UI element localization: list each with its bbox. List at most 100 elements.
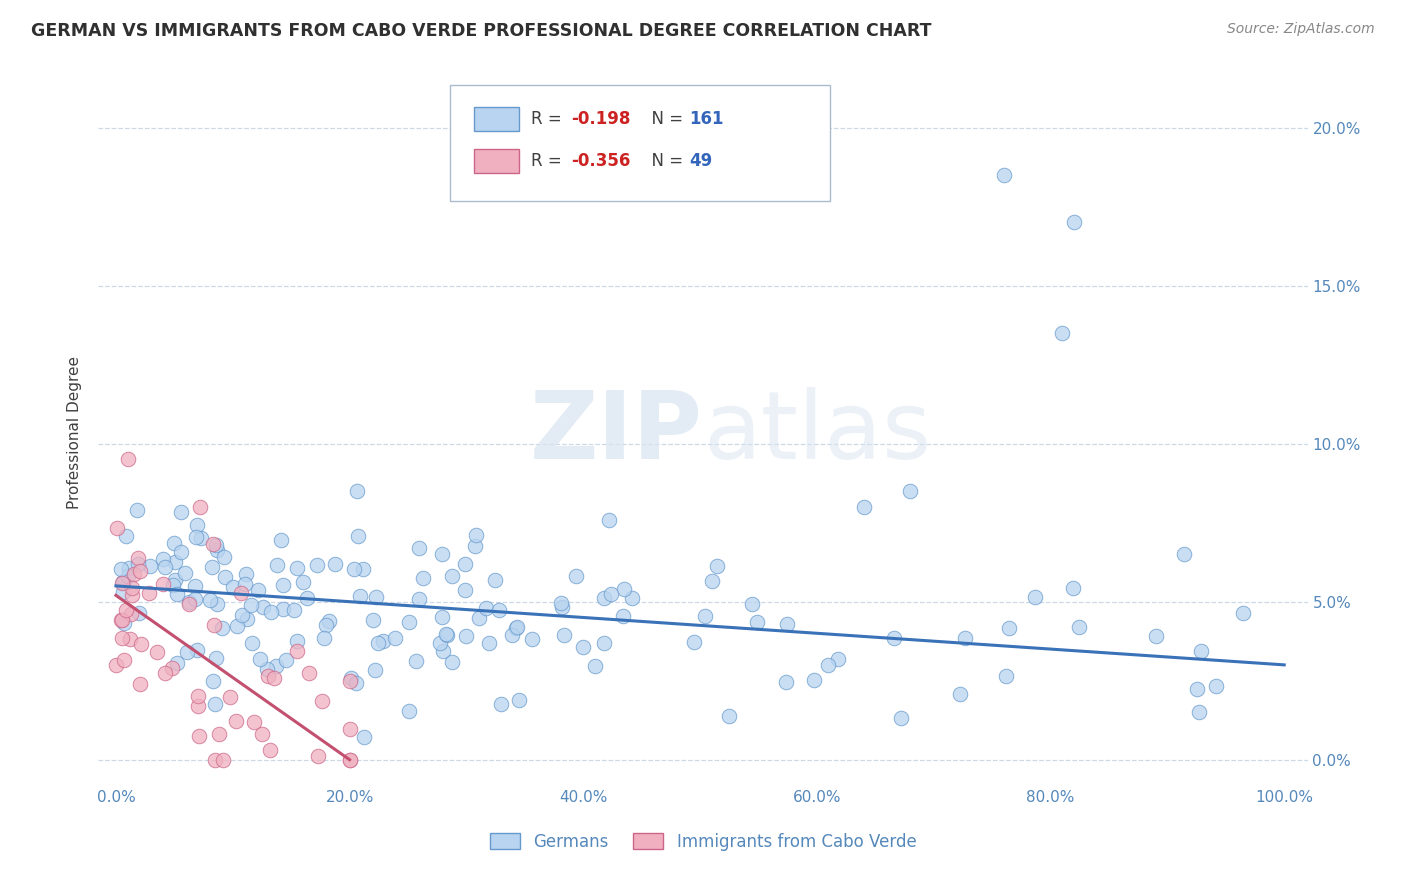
Point xyxy=(898,484,921,499)
Point xyxy=(231,586,253,600)
Point xyxy=(339,673,361,688)
Point xyxy=(187,690,209,704)
Point xyxy=(551,600,574,615)
Point xyxy=(553,628,575,642)
Point xyxy=(717,709,740,723)
Point xyxy=(283,602,305,616)
Text: 49: 49 xyxy=(689,152,713,169)
Point xyxy=(225,714,247,729)
Point xyxy=(187,698,209,713)
Point xyxy=(173,566,195,580)
Point xyxy=(188,729,211,743)
Point xyxy=(186,517,208,532)
Point xyxy=(339,753,361,767)
Point xyxy=(323,558,346,572)
Point xyxy=(1189,643,1212,657)
Point xyxy=(177,597,200,611)
Point xyxy=(235,566,257,581)
Point xyxy=(214,569,236,583)
Point xyxy=(176,645,198,659)
Point xyxy=(505,620,527,634)
Point xyxy=(111,631,134,645)
Point xyxy=(285,560,308,574)
Point xyxy=(207,597,229,611)
Point xyxy=(702,574,724,588)
Point xyxy=(188,500,211,514)
Point xyxy=(827,652,849,666)
Point xyxy=(179,595,201,609)
Point xyxy=(613,582,636,597)
Point xyxy=(484,574,506,588)
Point xyxy=(343,562,366,576)
Point xyxy=(1205,679,1227,693)
Point xyxy=(398,704,420,718)
Point xyxy=(256,669,278,683)
Point xyxy=(598,513,620,527)
Point xyxy=(593,591,616,605)
Point xyxy=(260,605,283,619)
Point xyxy=(274,653,297,667)
Point xyxy=(162,577,184,591)
Point xyxy=(817,657,839,672)
Point xyxy=(128,677,150,691)
Text: atlas: atlas xyxy=(703,386,931,479)
Point xyxy=(242,715,264,730)
Point xyxy=(166,656,188,670)
Point xyxy=(747,615,769,630)
Point xyxy=(111,575,134,590)
Point xyxy=(693,609,716,624)
Point xyxy=(318,614,340,628)
Point xyxy=(186,642,208,657)
Point xyxy=(118,561,141,575)
Point xyxy=(208,727,231,741)
Point xyxy=(339,753,361,767)
Point xyxy=(110,562,132,576)
Text: R =: R = xyxy=(531,110,568,128)
Point xyxy=(349,589,371,603)
Legend: Germans, Immigrants from Cabo Verde: Germans, Immigrants from Cabo Verde xyxy=(482,826,924,858)
Point xyxy=(775,616,797,631)
Point xyxy=(344,675,367,690)
Point xyxy=(347,529,370,543)
Point xyxy=(441,568,464,582)
Point xyxy=(1024,591,1046,605)
Point xyxy=(475,601,498,615)
Point xyxy=(212,549,235,564)
Point xyxy=(266,558,288,572)
Point xyxy=(117,569,139,583)
Point xyxy=(233,577,256,591)
Point xyxy=(440,655,463,669)
Point xyxy=(120,632,142,646)
Point xyxy=(252,600,274,615)
Point xyxy=(271,578,294,592)
Point xyxy=(1063,215,1085,229)
Point xyxy=(127,551,149,566)
Point xyxy=(488,603,510,617)
Point xyxy=(204,650,226,665)
Point xyxy=(993,168,1015,182)
Point xyxy=(202,673,225,688)
Point xyxy=(169,545,191,559)
Point xyxy=(1062,581,1084,595)
Point xyxy=(883,631,905,645)
Point xyxy=(285,644,308,658)
Point xyxy=(489,697,512,711)
Point xyxy=(184,579,207,593)
Point xyxy=(352,562,374,576)
Point xyxy=(222,580,245,594)
Text: GERMAN VS IMMIGRANTS FROM CABO VERDE PROFESSIONAL DEGREE CORRELATION CHART: GERMAN VS IMMIGRANTS FROM CABO VERDE PRO… xyxy=(31,22,931,40)
Point xyxy=(270,533,292,548)
Point xyxy=(170,505,193,519)
Point xyxy=(256,662,278,676)
Point xyxy=(1052,326,1074,340)
Point xyxy=(115,603,138,617)
Point xyxy=(997,621,1019,635)
Point xyxy=(291,575,314,590)
Point xyxy=(212,753,235,767)
Point xyxy=(110,613,132,627)
Text: 161: 161 xyxy=(689,110,724,128)
Point xyxy=(250,727,273,741)
Point xyxy=(121,588,143,602)
Point xyxy=(852,500,875,514)
Point xyxy=(105,657,128,672)
